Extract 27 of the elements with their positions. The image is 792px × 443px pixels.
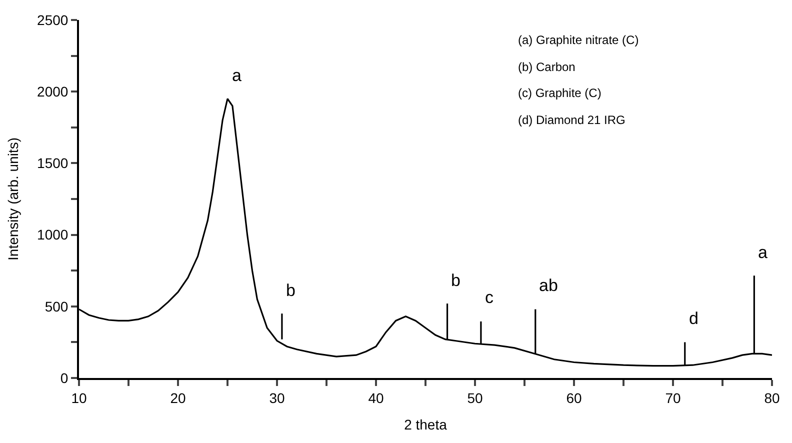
- annotation: b: [451, 271, 460, 290]
- annotation: (a) Graphite nitrate (C): [518, 33, 639, 47]
- x-tick-label: 50: [467, 390, 483, 406]
- annotation: d: [689, 309, 698, 328]
- annotation: a: [758, 243, 768, 262]
- x-tick-label: 30: [269, 390, 285, 406]
- y-tick-label: 2000: [37, 84, 68, 100]
- y-tick-label: 2500: [37, 12, 68, 28]
- y-tick-label: 0: [60, 370, 68, 386]
- x-tick-label: 60: [566, 390, 582, 406]
- annotation: (c) Graphite (C): [518, 86, 602, 100]
- annotation: (d) Diamond 21 IRG: [518, 113, 626, 127]
- annotation: c: [485, 288, 494, 307]
- x-tick-label: 20: [170, 390, 186, 406]
- annotation: (b) Carbon: [518, 60, 576, 74]
- y-axis-title: Intensity (arb. units): [5, 138, 22, 260]
- annotation: ab: [539, 276, 558, 295]
- x-tick-label: 80: [764, 390, 780, 406]
- x-axis-title: 2 theta: [404, 416, 448, 433]
- x-tick-label: 10: [71, 390, 87, 406]
- y-tick-label: 1000: [37, 226, 68, 243]
- y-tick-label: 1500: [37, 155, 68, 172]
- x-tick-label: 40: [368, 390, 384, 406]
- annotation: a: [232, 66, 242, 85]
- x-tick-label: 70: [665, 390, 681, 406]
- y-tick-label: 500: [44, 298, 68, 314]
- annotation: b: [286, 281, 296, 300]
